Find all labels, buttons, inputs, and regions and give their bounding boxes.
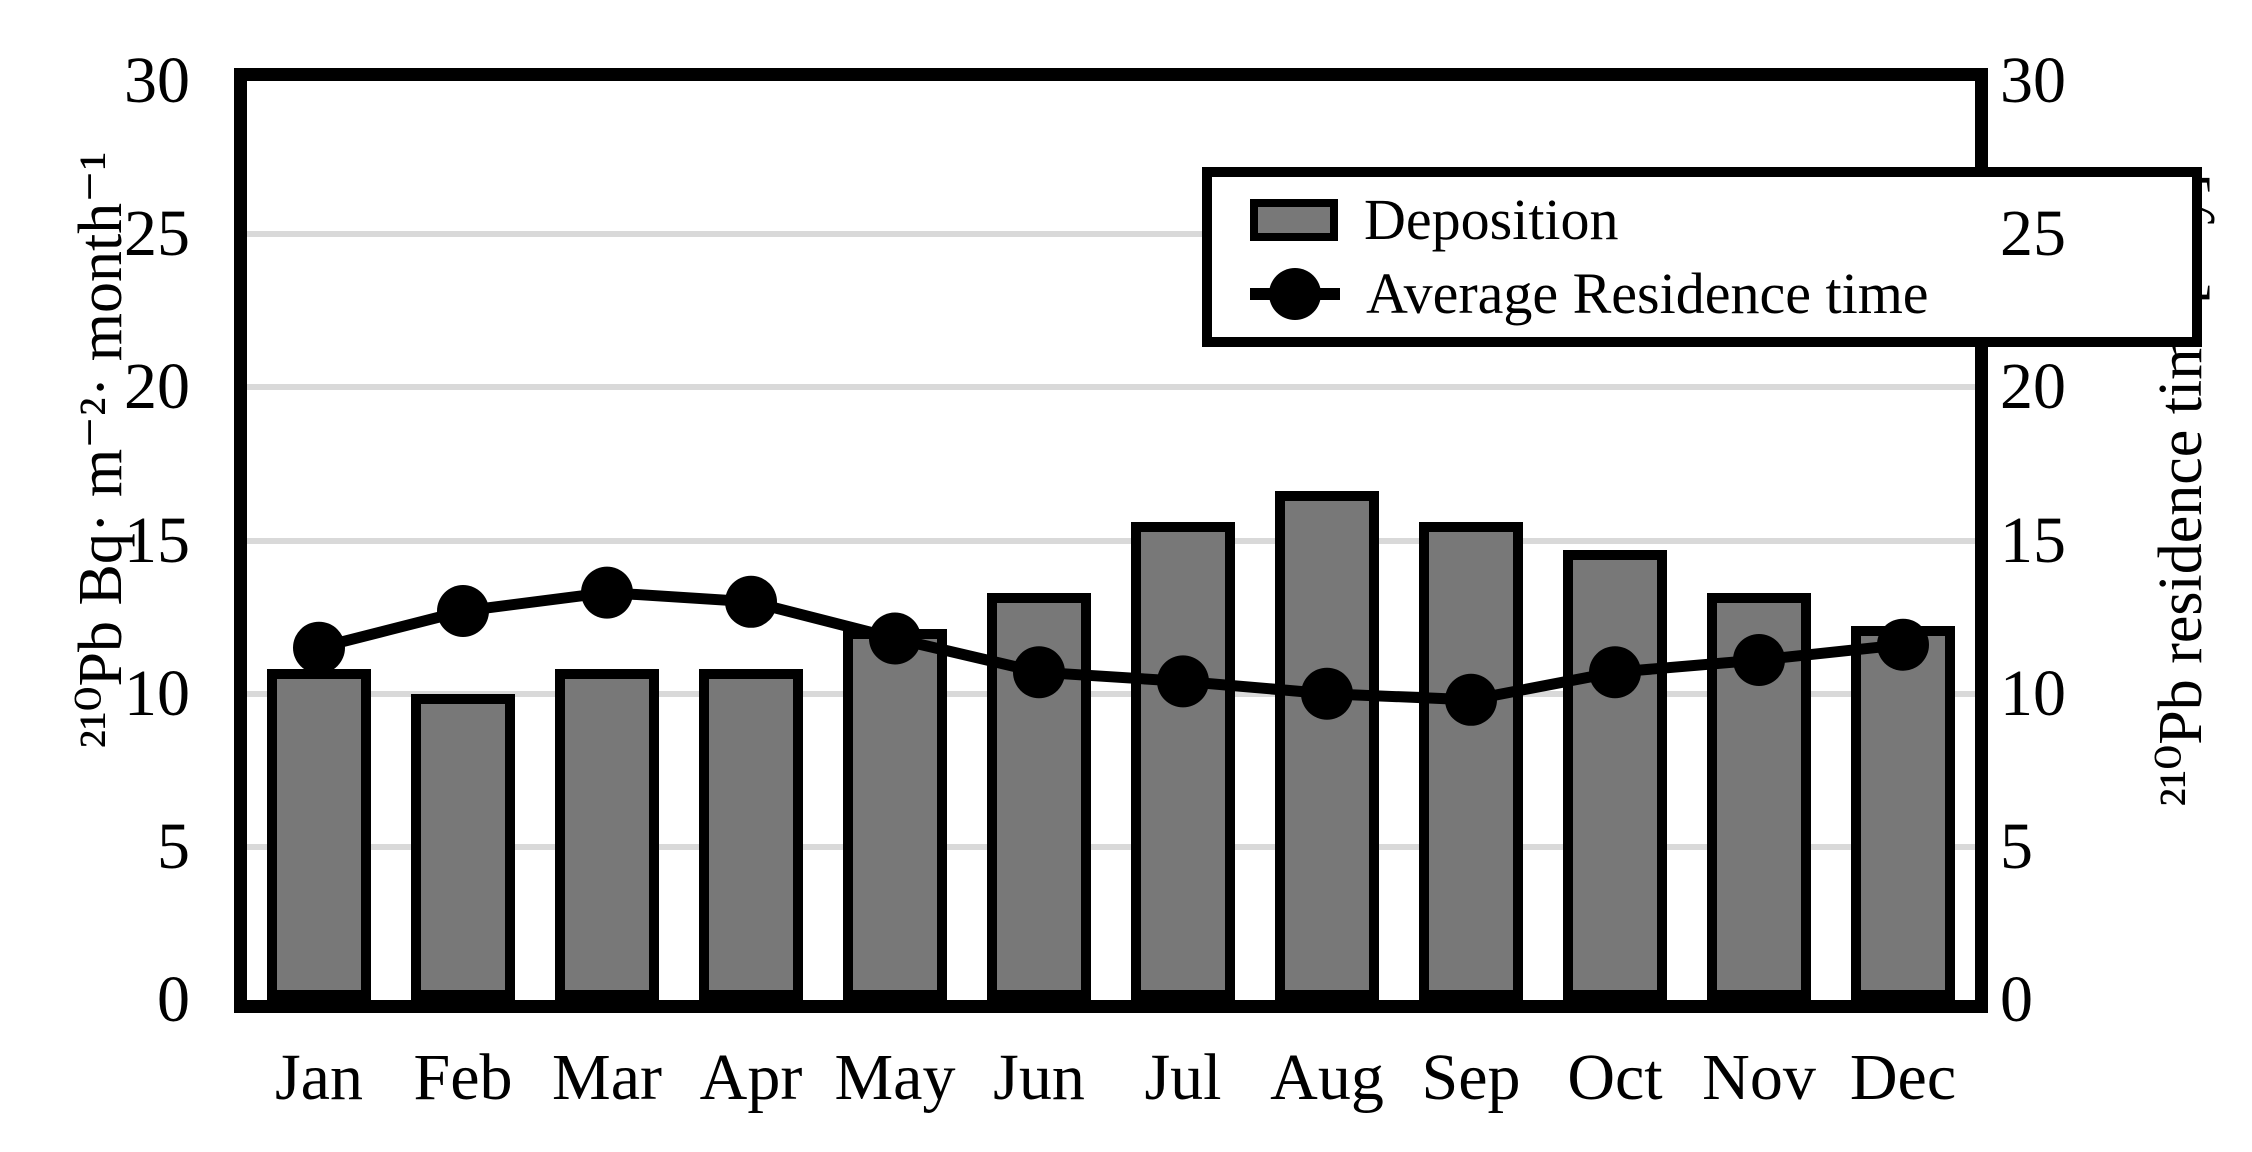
marker-sep [1445, 673, 1497, 726]
x-tick-may: May [834, 1041, 956, 1114]
right-tick-0: 0 [2000, 963, 2033, 1036]
marker-oct [1589, 646, 1641, 699]
legend: Deposition Average Residence time [1202, 167, 2202, 347]
x-tick-oct: Oct [1567, 1041, 1663, 1114]
legend-item-deposition: Deposition [1250, 189, 2192, 251]
legend-label-deposition: Deposition [1364, 187, 1619, 252]
legend-line-swatch [1250, 268, 1340, 320]
legend-label-residence-time: Average Residence time [1366, 261, 1929, 326]
marker-feb [437, 585, 489, 637]
legend-item-residence-time: Average Residence time [1250, 263, 2192, 325]
gridline-5 [247, 843, 1975, 850]
left-tick-15: 15 [124, 504, 190, 577]
right-tick-20: 20 [2000, 350, 2066, 423]
x-tick-nov: Nov [1702, 1041, 1816, 1114]
gridline-15 [247, 537, 1975, 544]
bar-jan [267, 669, 371, 1000]
bar-may [843, 629, 947, 1000]
bar-dec [1851, 626, 1955, 1000]
marker-may [869, 612, 921, 665]
x-tick-feb: Feb [413, 1041, 513, 1114]
right-tick-15: 15 [2000, 504, 2066, 577]
bar-apr [699, 669, 803, 1000]
bar-mar [555, 669, 659, 1000]
marker-nov [1733, 634, 1785, 686]
x-tick-mar: Mar [552, 1041, 662, 1114]
residence-time-line [317, 587, 1904, 706]
right-tick-10: 10 [2000, 657, 2066, 730]
left-tick-20: 20 [124, 350, 190, 423]
gridline-20 [247, 384, 1975, 391]
plot-area: Deposition Average Residence time [234, 68, 2202, 1013]
x-tick-apr: Apr [699, 1041, 803, 1114]
left-tick-30: 30 [124, 44, 190, 117]
left-tick-25: 25 [124, 197, 190, 270]
marker-aug [1301, 667, 1353, 720]
legend-marker-dot [1269, 268, 1321, 320]
left-tick-5: 5 [157, 810, 190, 883]
bar-feb [411, 694, 515, 1000]
gridlines-layer [247, 81, 1975, 1000]
right-tick-5: 5 [2000, 810, 2033, 883]
line-layer [293, 566, 1929, 726]
left-tick-10: 10 [124, 657, 190, 730]
marker-dec [1877, 618, 1929, 671]
x-tick-dec: Dec [1849, 1041, 1957, 1114]
marker-mar [581, 566, 633, 619]
legend-bar-swatch [1250, 199, 1338, 241]
gridline-25 [247, 231, 1975, 238]
x-tick-jul: Jul [1144, 1041, 1222, 1114]
marker-apr [725, 575, 777, 628]
bar-sep [1419, 522, 1523, 1000]
bar-jul [1131, 522, 1235, 1000]
gridline-10 [247, 690, 1975, 697]
right-tick-30: 30 [2000, 44, 2066, 117]
x-tick-aug: Aug [1270, 1041, 1384, 1114]
right-tick-25: 25 [2000, 197, 2066, 270]
marker-jan [293, 621, 345, 674]
x-tick-jun: Jun [993, 1041, 1085, 1114]
marker-jul [1157, 655, 1209, 708]
bar-oct [1563, 550, 1667, 1000]
left-tick-0: 0 [157, 963, 190, 1036]
x-tick-sep: Sep [1421, 1041, 1521, 1114]
bar-aug [1275, 491, 1379, 1000]
marker-jun [1013, 646, 1065, 699]
x-tick-jan: Jan [275, 1041, 363, 1114]
